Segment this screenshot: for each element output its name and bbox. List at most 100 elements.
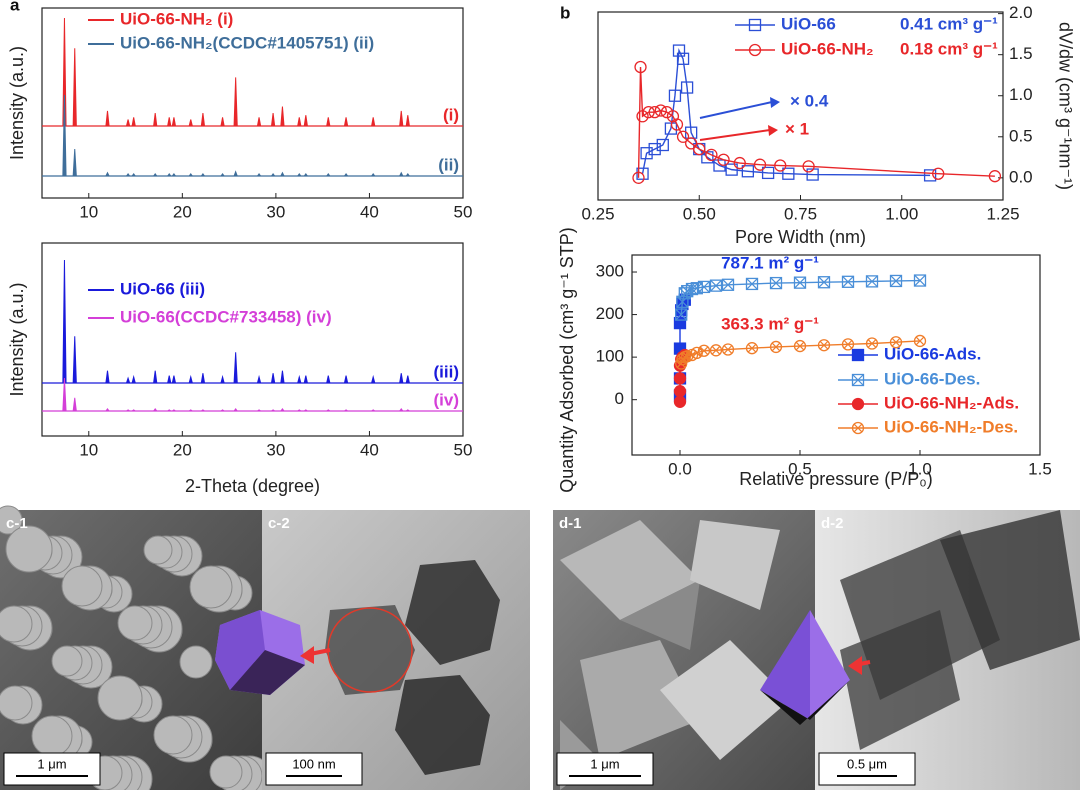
- y-tick-label: 0.0: [1009, 167, 1033, 186]
- peak: [62, 17, 67, 127]
- marker-cross: [746, 278, 758, 290]
- marker-shape: [745, 342, 759, 355]
- marker: [675, 357, 688, 370]
- marker-shape: [793, 276, 807, 289]
- peak: [62, 259, 67, 384]
- series-label: (iii): [434, 362, 460, 381]
- marker: [673, 385, 687, 398]
- scale-bar-box: [556, 752, 654, 786]
- particle: [189, 565, 233, 609]
- marker: [851, 373, 865, 387]
- x-tick-label: 1.25: [986, 204, 1019, 223]
- marker-shape: [913, 274, 927, 287]
- marker-cross: [699, 346, 709, 356]
- peak: [371, 409, 376, 412]
- annotation: × 1: [785, 119, 809, 138]
- peak: [125, 376, 131, 384]
- peak: [131, 172, 136, 177]
- particle: [0, 685, 33, 721]
- peak: [72, 148, 77, 177]
- marker-shape: [774, 159, 787, 172]
- peak: [326, 409, 331, 412]
- peak: [303, 375, 308, 384]
- legend-label: UiO-66-Ads.: [884, 344, 981, 363]
- marker-shape: [642, 106, 655, 119]
- x-tick-label: 10: [79, 440, 98, 459]
- peak: [280, 370, 285, 384]
- peak: [405, 115, 410, 127]
- marker: [654, 104, 667, 117]
- marker: [802, 160, 815, 173]
- arrow-head: [768, 125, 778, 136]
- y-axis-label: Intensity (a.u.): [7, 282, 27, 396]
- marker-shape: [673, 372, 687, 385]
- marker-shape: [851, 373, 865, 387]
- marker: [721, 343, 735, 356]
- marker-cross: [853, 423, 863, 433]
- marker: [793, 276, 807, 289]
- scale-bar-label: 1 μm: [590, 756, 619, 771]
- marker-shape: [717, 153, 730, 166]
- marker-cross: [723, 345, 733, 354]
- panel-label: b: [560, 3, 570, 22]
- marker-shape: [851, 397, 865, 411]
- marker: [748, 18, 762, 32]
- particle: [31, 715, 73, 757]
- marker-shape: [673, 385, 687, 398]
- marker-cross: [710, 279, 722, 292]
- peak: [62, 94, 67, 177]
- marker-shape: [693, 142, 706, 156]
- peak: [297, 117, 302, 127]
- series-line: [680, 279, 921, 315]
- y-tick-label: 100: [596, 347, 624, 366]
- particle: [51, 645, 83, 677]
- marker-shape: [802, 160, 815, 173]
- x-tick-label: 40: [360, 440, 379, 459]
- marker-shape: [721, 278, 735, 291]
- marker-shape: [670, 118, 684, 131]
- peak: [220, 374, 225, 384]
- peak: [188, 374, 193, 384]
- peak: [256, 117, 262, 127]
- marker: [632, 171, 645, 184]
- marker: [717, 153, 730, 166]
- particle: [97, 675, 143, 721]
- marker-shape: [725, 163, 738, 176]
- peak: [72, 336, 77, 384]
- marker: [685, 137, 698, 150]
- peak: [171, 117, 177, 127]
- peak: [326, 117, 331, 127]
- marker-shape: [988, 170, 1002, 183]
- particle: [153, 715, 193, 755]
- peak: [399, 407, 404, 412]
- marker-cross: [771, 342, 781, 352]
- peak: [105, 407, 110, 412]
- particle: [179, 645, 213, 679]
- marker: [745, 277, 759, 291]
- peak: [343, 375, 349, 384]
- y-tick-label: 0.5: [1009, 126, 1033, 145]
- marker-shape: [664, 122, 678, 135]
- marker-shape: [889, 336, 903, 349]
- marker-shape: [865, 337, 879, 350]
- annotation: 363.3 m² g⁻¹: [721, 314, 819, 333]
- marker: [745, 342, 759, 355]
- peak: [153, 172, 158, 177]
- marker-shape: [865, 275, 879, 288]
- marker-shape: [676, 295, 689, 308]
- marker-shape: [678, 350, 691, 364]
- marker-cross: [794, 276, 806, 289]
- plot-frame: [631, 254, 1041, 456]
- x-tick-label: 20: [173, 202, 192, 221]
- marker-cross: [722, 278, 734, 291]
- marker-shape: [748, 18, 762, 32]
- marker: [733, 156, 746, 170]
- marker-cross: [867, 339, 877, 348]
- peak: [257, 409, 261, 412]
- peak: [188, 172, 193, 177]
- x-tick-label: 20: [173, 440, 192, 459]
- peak: [62, 377, 67, 412]
- marker: [913, 334, 927, 348]
- marker-shape: [851, 348, 865, 362]
